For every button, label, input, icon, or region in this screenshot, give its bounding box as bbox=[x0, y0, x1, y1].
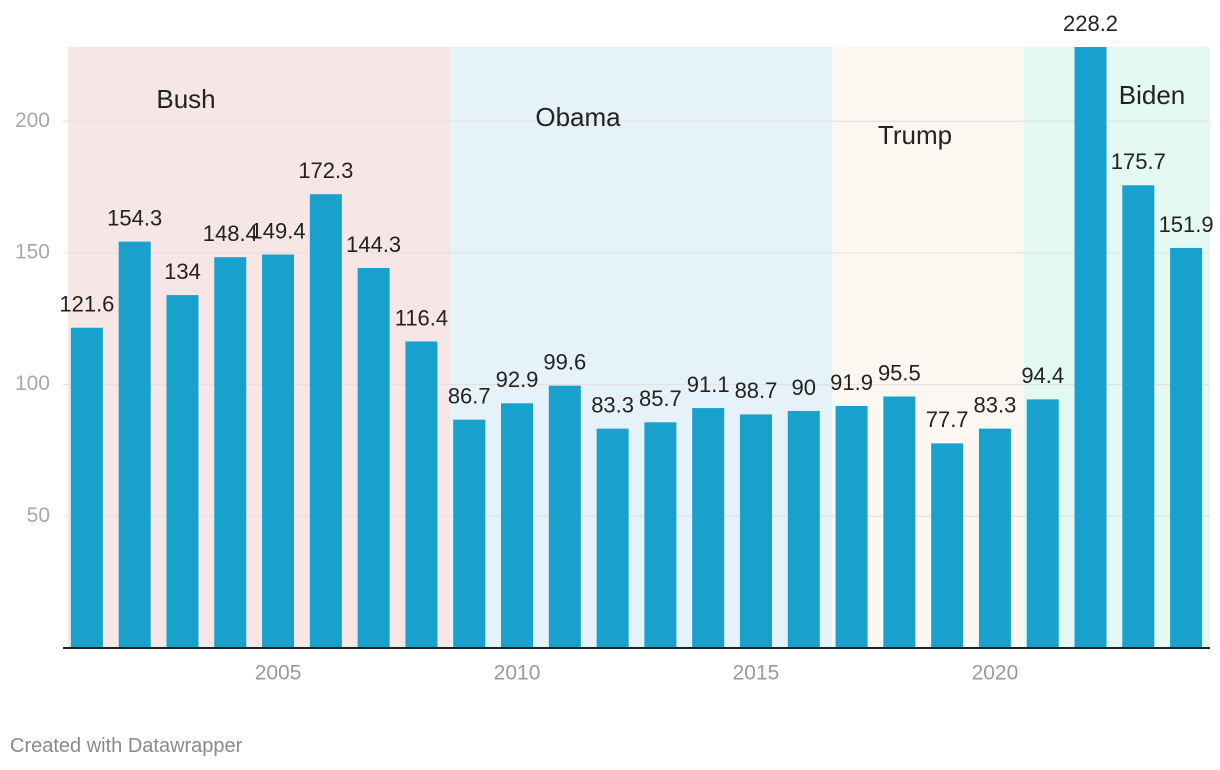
bar-2021 bbox=[1026, 399, 1059, 648]
value-label-2005: 149.4 bbox=[251, 218, 306, 243]
value-label-2014: 91.1 bbox=[687, 372, 730, 397]
x-tick-label-2010: 2010 bbox=[494, 662, 541, 685]
bar-2019 bbox=[931, 443, 964, 648]
gridlines: 50 100 150 200 bbox=[15, 109, 1210, 527]
bars bbox=[70, 47, 1203, 648]
value-label-2017: 91.9 bbox=[830, 370, 873, 395]
value-label-2012: 83.3 bbox=[591, 392, 634, 417]
value-label-2007: 144.3 bbox=[346, 232, 401, 257]
value-label-2008: 116.4 bbox=[395, 305, 448, 330]
bar-2024 bbox=[1170, 247, 1203, 648]
value-label-2023: 175.7 bbox=[1111, 149, 1166, 174]
value-label-2003: 134 bbox=[164, 259, 201, 284]
bar-2015 bbox=[739, 414, 772, 648]
bar-2012 bbox=[596, 428, 629, 648]
period-label-biden: Biden bbox=[1119, 80, 1186, 110]
x-tick-label-2015: 2015 bbox=[733, 662, 780, 685]
bar-2014 bbox=[692, 408, 725, 648]
bar-2004 bbox=[214, 257, 247, 648]
value-label-2009: 86.7 bbox=[448, 383, 491, 408]
y-tick-label: 100 bbox=[15, 372, 50, 395]
value-label-2024: 151.9 bbox=[1159, 212, 1214, 237]
y-tick-label: 200 bbox=[15, 109, 50, 132]
bar-2007 bbox=[357, 267, 390, 648]
value-label-2020: 83.3 bbox=[974, 392, 1017, 417]
bar-2020 bbox=[978, 428, 1011, 648]
y-tick-label: 150 bbox=[15, 240, 50, 263]
value-label-2022: 228.2 bbox=[1063, 11, 1118, 36]
bar-2006 bbox=[309, 194, 342, 648]
x-tick-label-2005: 2005 bbox=[255, 662, 302, 685]
bar-2017 bbox=[835, 405, 868, 648]
value-label-2004: 148.4 bbox=[203, 221, 258, 246]
value-label-2016: 90 bbox=[792, 375, 816, 400]
value-label-2010: 92.9 bbox=[496, 367, 539, 392]
bar-2016 bbox=[787, 410, 820, 648]
bar-2002 bbox=[118, 241, 151, 648]
bar-2018 bbox=[883, 396, 916, 648]
period-labels: Bush Obama Trump Biden bbox=[156, 80, 1185, 150]
bar-2013 bbox=[644, 422, 677, 648]
x-axis-ticks: 2005 2010 2015 2020 bbox=[255, 662, 1019, 685]
period-label-bush: Bush bbox=[156, 84, 215, 114]
credit-text: Created with Datawrapper bbox=[10, 735, 243, 757]
value-label-2002: 154.3 bbox=[107, 205, 162, 230]
bar-2008 bbox=[405, 341, 438, 648]
value-label-2011: 99.6 bbox=[543, 350, 586, 375]
bar-2010 bbox=[501, 403, 534, 648]
bar-2005 bbox=[262, 254, 295, 648]
bar-2023 bbox=[1122, 185, 1155, 648]
x-tick-label-2020: 2020 bbox=[972, 662, 1019, 685]
bar-2001 bbox=[70, 327, 103, 648]
value-label-2001: 121.6 bbox=[59, 292, 114, 317]
value-label-2018: 95.5 bbox=[878, 360, 921, 385]
value-label-2015: 88.7 bbox=[735, 378, 778, 403]
period-label-trump: Trump bbox=[878, 120, 952, 150]
value-label-2013: 85.7 bbox=[639, 386, 682, 411]
period-label-obama: Obama bbox=[535, 102, 621, 132]
period-bands bbox=[67, 47, 1210, 648]
y-tick-label: 50 bbox=[27, 504, 50, 527]
bar-2003 bbox=[166, 295, 199, 648]
value-label-2019: 77.7 bbox=[926, 407, 969, 432]
value-label-2006: 172.3 bbox=[298, 158, 353, 183]
bar-2022 bbox=[1074, 47, 1107, 648]
value-label-2021: 94.4 bbox=[1021, 363, 1064, 388]
bar-2011 bbox=[548, 385, 581, 648]
bar-2009 bbox=[453, 419, 486, 648]
